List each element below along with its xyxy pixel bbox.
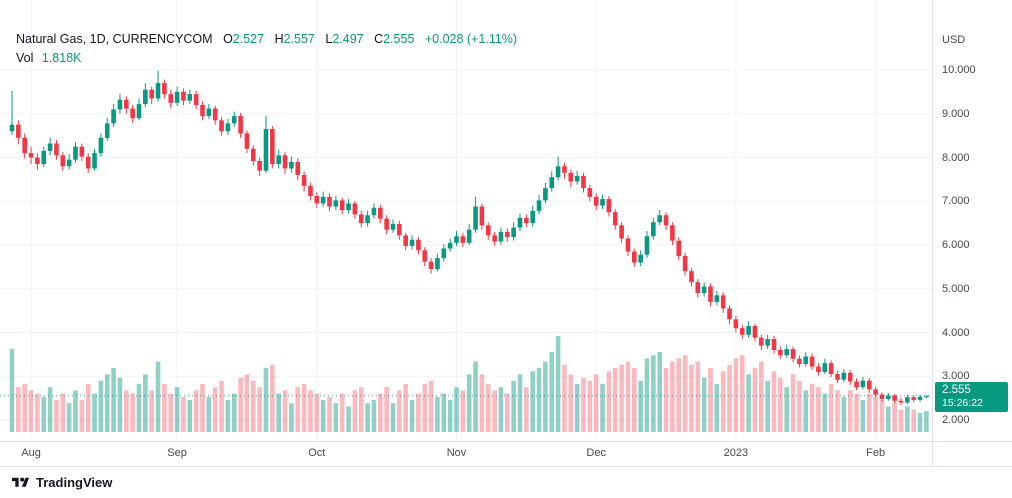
price-tick-label: 9.000 bbox=[942, 107, 970, 120]
bar-countdown: 15:26:22 bbox=[942, 396, 983, 409]
last-price-value: 2.555 bbox=[942, 383, 971, 396]
legend-symbol-row: Natural Gas, 1D, CURRENCYCOM O2.527 H2.5… bbox=[16, 30, 517, 49]
change-value: +0.028 (+1.11%) bbox=[424, 32, 518, 46]
price-tick-label: 3.000 bbox=[942, 370, 970, 383]
currency-label: USD bbox=[942, 34, 966, 46]
tradingview-brand[interactable]: TradingView bbox=[36, 475, 113, 490]
ohlc-low: L2.497 bbox=[325, 32, 364, 46]
ohlc-open: O2.527 bbox=[223, 32, 265, 46]
time-tick-label: Oct bbox=[308, 447, 326, 459]
ohlc-high: H2.557 bbox=[274, 32, 315, 46]
ohlc-close: C2.555 bbox=[374, 32, 415, 46]
legend: Natural Gas, 1D, CURRENCYCOM O2.527 H2.5… bbox=[16, 30, 517, 68]
footer-toolbar: TradingView bbox=[0, 466, 1012, 498]
chart-pane[interactable] bbox=[0, 0, 932, 441]
price-tick-label: 8.000 bbox=[942, 151, 970, 164]
volume-label: Vol bbox=[16, 51, 34, 65]
tradingview-logo-icon[interactable] bbox=[12, 474, 29, 491]
time-tick-label: 2023 bbox=[723, 447, 749, 459]
price-tick-label: 10.000 bbox=[942, 64, 976, 76]
time-tick-label: Sep bbox=[167, 447, 187, 459]
time-tick-label: Dec bbox=[586, 447, 606, 459]
price-axis[interactable]: USD 2.555 15:26:22 10.000 9.000 8.000 7.000… bbox=[932, 0, 1012, 441]
time-axis[interactable]: Aug Sep Oct Nov Dec 2023 Feb bbox=[0, 441, 1012, 467]
symbol-title[interactable]: Natural Gas, 1D, CURRENCYCOM bbox=[16, 32, 213, 46]
time-tick-label: Aug bbox=[21, 447, 41, 459]
price-tick-label: 7.000 bbox=[942, 195, 970, 208]
axis-corner-divider bbox=[932, 441, 933, 466]
volume-value: 1.818K bbox=[41, 51, 82, 65]
price-tick-label: 5.000 bbox=[942, 282, 970, 295]
price-tick-label: 2.000 bbox=[942, 414, 970, 426]
price-tick-label: 6.000 bbox=[942, 239, 970, 251]
price-tick-label: 4.000 bbox=[942, 326, 970, 339]
legend-volume-row: Vol 1.818K bbox=[16, 49, 517, 68]
time-tick-label: Nov bbox=[446, 447, 467, 459]
time-tick-label: Feb bbox=[866, 447, 886, 459]
last-price-badge[interactable]: 2.555 15:26:22 bbox=[935, 381, 1008, 412]
